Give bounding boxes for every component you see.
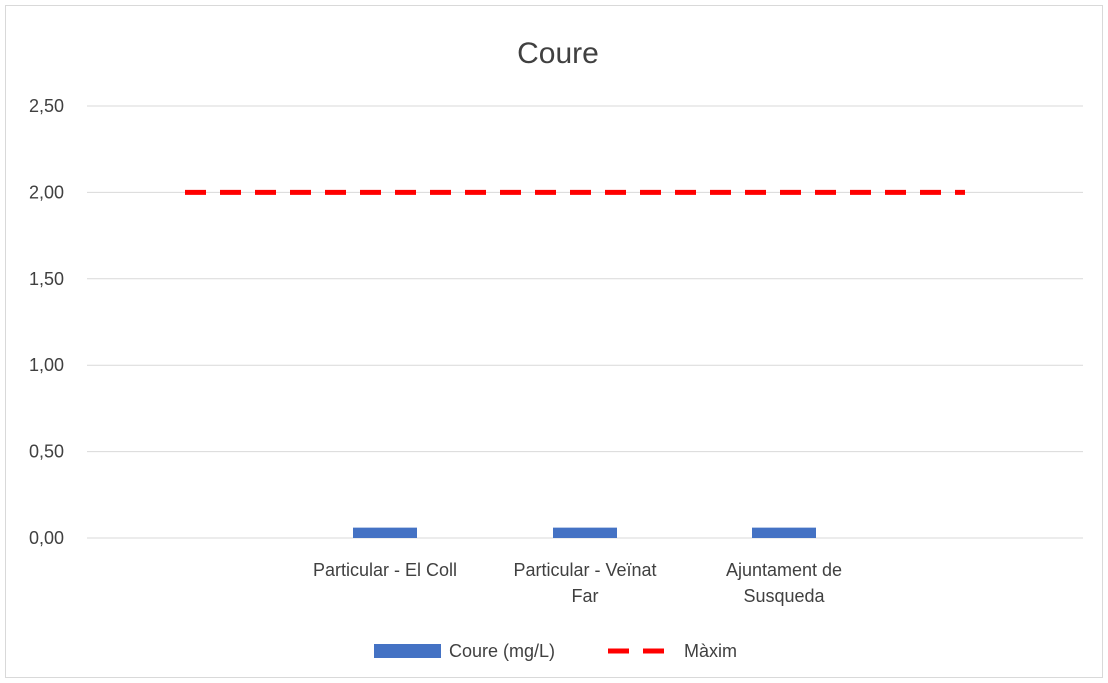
bars — [353, 527, 816, 538]
gridlines — [87, 105, 1083, 539]
y-tick-label: 1,50 — [29, 269, 64, 289]
y-tick-label: 0,50 — [29, 442, 64, 462]
bar — [752, 527, 816, 538]
y-tick-label: 0,00 — [29, 528, 64, 548]
legend-label-coure: Coure (mg/L) — [449, 641, 555, 661]
y-tick-label: 2,00 — [29, 182, 64, 202]
x-tick-label-line: Susqueda — [743, 586, 825, 606]
legend: Coure (mg/L) Màxim — [374, 641, 737, 661]
x-tick-label: Particular - Veïnat Far — [513, 560, 656, 606]
x-axis-ticks: Particular - El Coll Particular - Veïnat F… — [313, 560, 842, 606]
x-tick-label-line: Particular - Veïnat — [513, 560, 656, 580]
x-tick-label-line: Far — [572, 586, 599, 606]
chart-title: Coure — [517, 37, 599, 70]
y-axis-ticks: 0,00 0,50 1,00 1,50 2,00 2,50 — [29, 96, 64, 548]
y-tick-label: 2,50 — [29, 96, 64, 116]
legend-label-maxim: Màxim — [684, 641, 737, 661]
chart-frame — [5, 5, 1103, 678]
x-tick-label: Ajuntament de Susqueda — [726, 560, 842, 606]
bar — [553, 527, 617, 538]
x-tick-label-line: Particular - El Coll — [313, 560, 457, 580]
x-tick-label-line: Ajuntament de — [726, 560, 842, 580]
x-tick-label: Particular - El Coll — [313, 560, 457, 580]
legend-bar-swatch — [374, 644, 441, 658]
y-tick-label: 1,00 — [29, 355, 64, 375]
bar — [353, 527, 417, 538]
